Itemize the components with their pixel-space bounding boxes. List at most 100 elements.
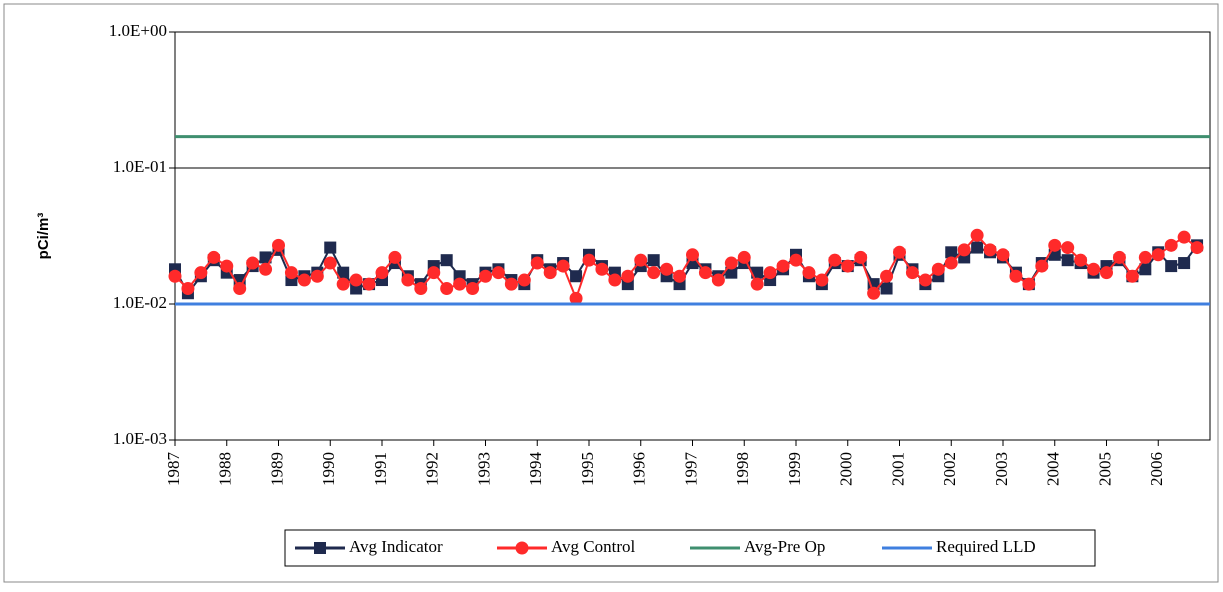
x-tick-label: 1988	[216, 452, 235, 486]
y-tick-label: 1.0E-02	[113, 293, 167, 312]
y-axis-label: pCi/m³	[35, 213, 52, 260]
plot-area	[174, 31, 1211, 441]
point	[970, 228, 984, 242]
point	[530, 256, 544, 270]
point	[698, 266, 712, 280]
point	[479, 269, 492, 283]
point	[517, 273, 531, 287]
point	[595, 262, 609, 276]
point	[427, 266, 441, 280]
x-tick-label: 2006	[1147, 452, 1166, 486]
x-tick-label: 2003	[992, 452, 1011, 486]
point	[582, 253, 596, 267]
point	[1009, 269, 1023, 283]
point	[802, 266, 816, 280]
x-tick-label: 1993	[474, 452, 493, 486]
point	[1125, 269, 1139, 283]
point	[324, 241, 337, 254]
point	[220, 259, 234, 273]
point	[737, 250, 751, 264]
point	[233, 282, 247, 296]
point	[207, 250, 221, 264]
x-tick-label: 1999	[785, 452, 804, 486]
x-tick-label: 1991	[371, 452, 390, 486]
legend-marker	[314, 542, 326, 554]
y-tick-label: 1.0E-03	[113, 429, 167, 448]
point	[815, 273, 829, 287]
x-tick-label: 2002	[940, 452, 959, 486]
point	[284, 266, 298, 280]
point	[957, 243, 971, 257]
x-tick-label: 1987	[164, 452, 183, 487]
point	[1022, 277, 1036, 291]
x-tick-label: 1992	[423, 452, 442, 486]
point	[647, 266, 661, 280]
point	[1048, 238, 1062, 252]
point	[491, 266, 505, 280]
x-tick-label: 2005	[1095, 452, 1114, 486]
point	[789, 253, 803, 267]
x-tick-label: 1996	[630, 452, 649, 486]
point	[168, 269, 182, 283]
x-tick-label: 1997	[681, 452, 700, 487]
point	[893, 245, 906, 259]
point	[194, 266, 208, 280]
point	[1139, 263, 1152, 276]
point	[362, 277, 376, 291]
chart-frame	[3, 3, 1219, 583]
point	[259, 251, 272, 264]
point	[724, 256, 738, 270]
legend-label: Avg-Pre Op	[744, 537, 825, 556]
point	[1048, 248, 1061, 261]
point	[1035, 259, 1049, 273]
point	[297, 273, 311, 287]
point	[1165, 260, 1178, 273]
point	[634, 253, 648, 267]
point	[867, 286, 881, 300]
point	[246, 256, 260, 270]
point	[660, 262, 674, 276]
point	[945, 246, 958, 259]
point	[750, 277, 764, 291]
point	[401, 273, 415, 287]
point	[1100, 266, 1113, 280]
point	[1061, 241, 1075, 255]
point	[543, 266, 557, 280]
point	[983, 243, 997, 257]
point	[1178, 257, 1191, 270]
point	[440, 254, 453, 267]
point	[905, 266, 919, 280]
point	[570, 270, 583, 283]
point	[1151, 248, 1165, 262]
point	[608, 273, 622, 287]
point	[931, 262, 945, 276]
x-tick-label: 1989	[267, 452, 286, 486]
point	[1190, 241, 1204, 255]
point	[763, 266, 777, 280]
point	[272, 238, 285, 252]
point	[854, 250, 868, 264]
legend-marker	[515, 541, 529, 555]
x-tick-label: 2001	[888, 452, 907, 486]
point	[686, 248, 699, 262]
x-tick-label: 2004	[1044, 452, 1063, 487]
point	[259, 262, 273, 276]
point	[971, 241, 984, 254]
point	[181, 282, 195, 296]
x-tick-label: 2000	[837, 452, 856, 486]
point	[504, 277, 518, 291]
point	[440, 282, 454, 296]
legend-box	[284, 529, 1096, 567]
point	[569, 291, 583, 305]
point	[621, 269, 635, 283]
x-tick-label: 1995	[578, 452, 597, 486]
point	[918, 273, 932, 287]
point	[388, 250, 402, 264]
point	[466, 282, 480, 296]
point	[880, 269, 894, 283]
point	[337, 266, 350, 279]
point	[776, 259, 790, 273]
point	[673, 269, 687, 283]
point	[1074, 253, 1088, 267]
